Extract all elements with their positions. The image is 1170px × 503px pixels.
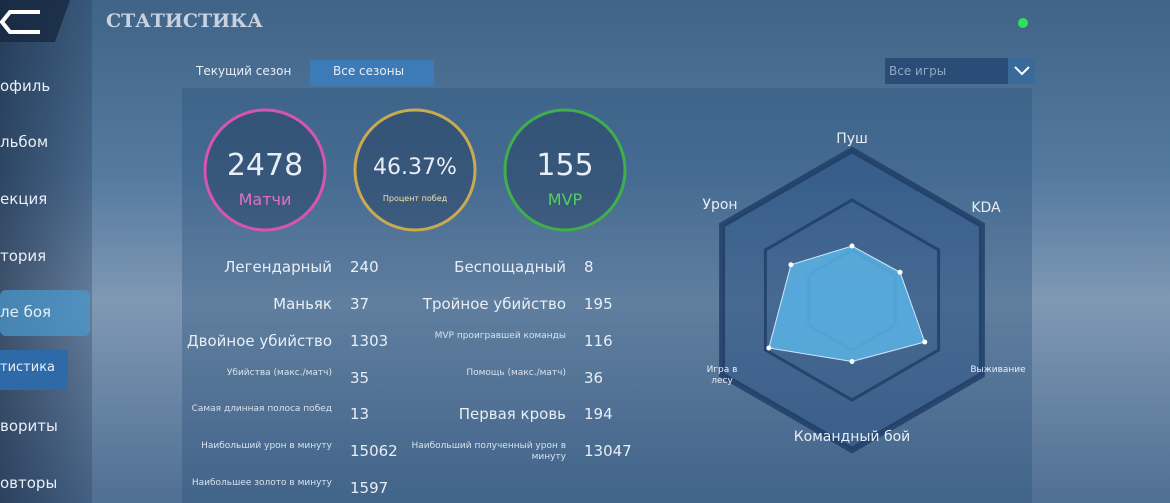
sidebar-item[interactable]: офиль: [0, 77, 51, 95]
summary-ring: [503, 108, 627, 232]
sidebar-item[interactable]: овторы: [0, 474, 58, 492]
back-icon: [0, 10, 40, 34]
stat-value: 37: [350, 295, 370, 313]
summary-value: 155: [536, 148, 594, 183]
radar-axis-label: Пуш: [836, 131, 868, 147]
stat-label: Беспощадный: [454, 258, 566, 276]
sidebar-item[interactable]: екция: [0, 190, 48, 208]
filter-label[interactable]: Все игры: [889, 64, 947, 78]
stat-label: Легендарный: [224, 258, 332, 276]
stat-value: 194: [584, 405, 613, 423]
summary-ring: [353, 108, 477, 232]
radar-point: [788, 262, 794, 268]
stat-value: 35: [350, 369, 370, 387]
radar-point: [849, 359, 855, 364]
sidebar-item[interactable]: вориты: [0, 417, 58, 435]
tab[interactable]: Все сезоны: [333, 64, 405, 78]
stat-value: 1303: [350, 332, 389, 350]
stat-label: Помощь (макс./матч): [466, 368, 566, 378]
stat-label: Наибольший полученный урон в минуту: [411, 441, 566, 462]
page-title: СТАТИСТИКА: [106, 10, 263, 32]
radar-point: [922, 339, 928, 345]
summary-value: 46.37%: [373, 155, 457, 180]
stat-value: 36: [584, 369, 604, 387]
radar-axis-label: KDA: [971, 200, 1001, 216]
filter-arrow: [1014, 66, 1030, 76]
radar-point: [897, 269, 903, 275]
sidebar-item[interactable]: тистика: [0, 360, 56, 375]
summary-label: Процент побед: [382, 194, 448, 203]
stat-value: 1597: [350, 479, 389, 497]
summary-label: MVP: [547, 190, 583, 209]
sidebar-selected: [0, 350, 68, 390]
status-dot: [1018, 18, 1028, 28]
stat-value: 15062: [350, 442, 398, 460]
stat-label: Убийства (макс./матч): [226, 368, 332, 378]
radar-axis-label: Урон: [702, 197, 738, 213]
stat-label: Самая длинная полоса побед: [191, 404, 332, 414]
radar-point: [849, 243, 855, 249]
summary-ring: [203, 108, 327, 232]
radar-axis-label: Командный бой: [793, 429, 911, 445]
stat-label: Наибольший урон в минуту: [201, 441, 332, 451]
stat-value: 240: [350, 258, 379, 276]
stat-label: Двойное убийство: [186, 332, 332, 350]
active-tab[interactable]: [310, 60, 434, 86]
radar-axis-label: Игра в лесу: [706, 365, 738, 386]
stat-label: Тройное убийство: [422, 295, 566, 313]
sidebar: [0, 0, 92, 503]
sidebar-highlight: [0, 290, 90, 336]
stat-label: MVP проигравшей команды: [434, 331, 566, 341]
stat-label: Маньяк: [273, 295, 332, 313]
summary-label: Матчи: [238, 190, 292, 209]
summary-value: 2478: [226, 148, 304, 183]
sidebar-item[interactable]: тория: [0, 247, 47, 265]
filter-arrow-box[interactable]: [1008, 58, 1035, 84]
stat-value: 8: [584, 258, 594, 276]
sidebar-item[interactable]: льбом: [0, 133, 49, 151]
back-button[interactable]: [0, 0, 70, 42]
radar-point: [766, 345, 772, 351]
stat-label: Первая кровь: [458, 405, 566, 423]
radar-ring: [763, 198, 941, 402]
stat-label: Наибольшее золото в минуту: [191, 478, 332, 488]
radar-axis-label: Выживание: [970, 365, 1026, 375]
stat-value: 13: [350, 405, 370, 423]
stat-value: 116: [584, 332, 613, 350]
tab[interactable]: Текущий сезон: [196, 64, 292, 78]
sidebar-item[interactable]: ле боя: [0, 303, 52, 321]
stat-value: 195: [584, 295, 613, 313]
stat-value: 13047: [584, 442, 632, 460]
